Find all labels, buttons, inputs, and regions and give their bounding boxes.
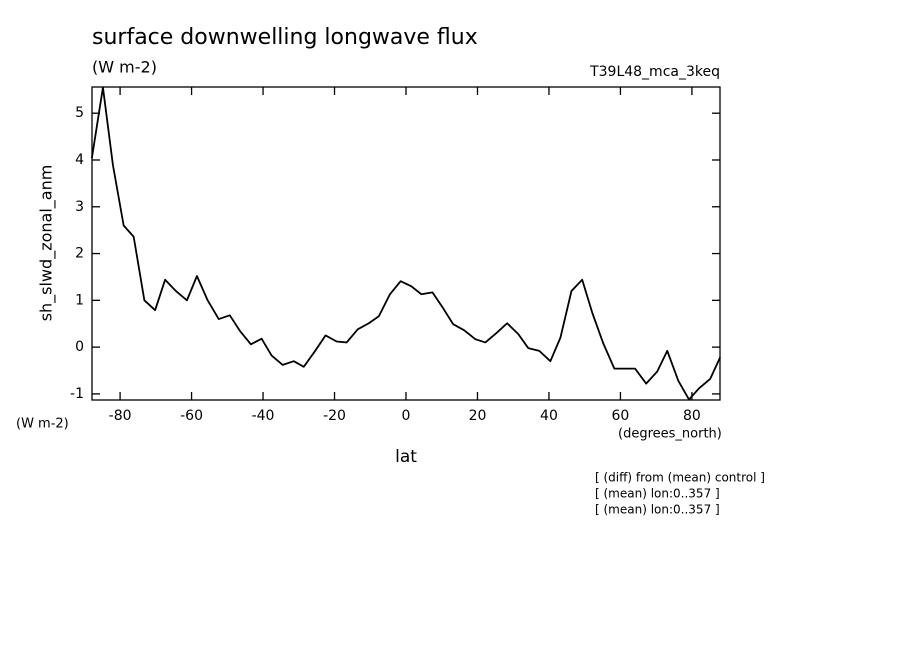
y-tick-label: 3 [75,199,84,215]
x-tick-label: -40 [252,408,275,424]
chart-title: surface downwelling longwave flux [92,25,478,50]
data-line [90,86,721,401]
y-tick-label: 4 [75,152,84,168]
x-tick-label: 40 [540,408,558,424]
note: [ (mean) lon:0..357 ] [595,487,720,501]
x-axis-label: lat [395,447,417,467]
note: [ (mean) lon:0..357 ] [595,503,720,517]
y-tick-label: 0 [75,339,84,355]
x-tick-label: 80 [683,408,701,424]
x-tick-label: 0 [402,408,411,424]
chart-subtitle: (W m-2) [92,58,157,77]
x-tick-label: -20 [323,408,346,424]
x-tick-label: -60 [180,408,203,424]
note: [ (diff) from (mean) control ] [595,471,765,485]
x-tick-label: -80 [109,408,132,424]
x-units: (degrees_north) [618,427,722,442]
y-tick-label: 1 [75,292,84,308]
run-label: T39L48_mca_3keq [589,64,720,80]
x-tick-label: 60 [612,408,630,424]
y-axis-label: sh_slwd_zonal_anm [37,165,57,322]
y-tick-label: 5 [75,105,84,121]
y-tick-label: 2 [75,246,84,262]
y-tick-label: -1 [70,386,84,402]
y-units: (W m-2) [16,417,69,432]
x-tick-label: 20 [469,408,487,424]
